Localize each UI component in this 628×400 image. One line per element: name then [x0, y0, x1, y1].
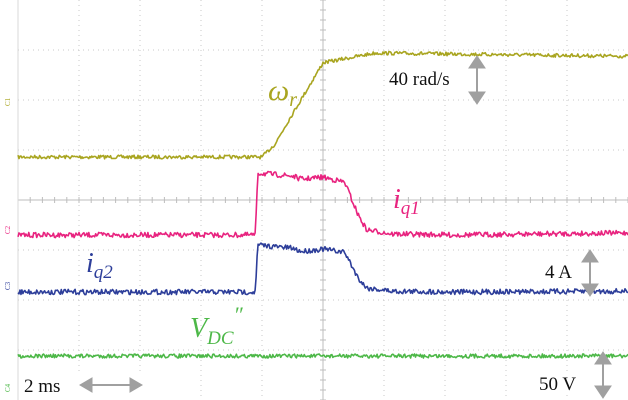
current-scale-arrow-icon	[581, 249, 599, 297]
channel-marker-c4: C4	[4, 383, 12, 392]
traces	[17, 50, 628, 359]
speed-scale-label: 40 rad/s	[389, 69, 450, 90]
channel-marker-c3: C3	[4, 281, 12, 290]
series-line-c2	[17, 170, 628, 239]
current-scale-bg	[542, 259, 582, 283]
grid	[17, 0, 628, 400]
channel-marker-c2: C2	[4, 225, 12, 234]
current-scale-label: 4 A	[545, 262, 572, 283]
series-label-iq1: iq1	[393, 184, 420, 219]
series-line-c1	[17, 50, 628, 160]
series-label-iq2: iq2	[86, 248, 113, 283]
series-label-vdc: VDC″	[190, 302, 244, 349]
voltage-scale-arrow-icon	[594, 351, 612, 399]
channel-marker-c1: C1	[4, 97, 12, 106]
speed-scale-bg	[386, 64, 470, 90]
speed-scale-arrow-icon	[468, 55, 486, 105]
series-label-omega-r: ωr	[268, 74, 297, 111]
series-line-c4	[17, 353, 628, 359]
time-scale-label: 2 ms	[24, 376, 60, 397]
time-scale-arrow-icon	[79, 377, 143, 393]
voltage-scale-bg	[536, 371, 586, 395]
voltage-scale-label: 50 V	[539, 374, 576, 395]
series-line-c3	[17, 242, 628, 296]
